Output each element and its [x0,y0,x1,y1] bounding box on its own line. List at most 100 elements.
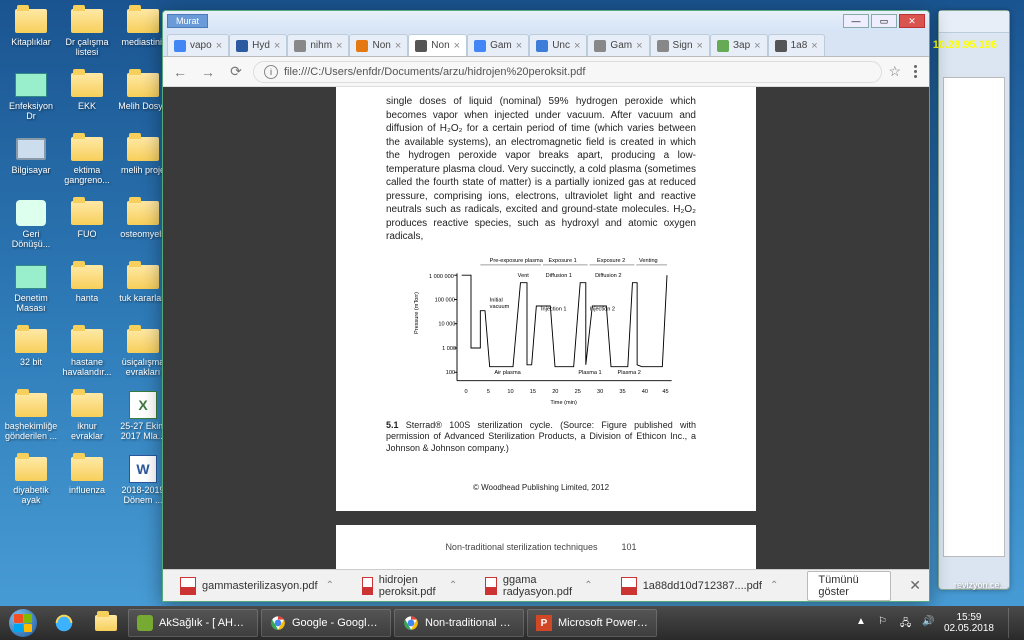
maximize-button[interactable]: ▭ [871,14,897,28]
desktop-icon[interactable]: Bilgisayar [6,134,56,194]
forward-button[interactable]: → [197,61,219,83]
desktop-icon[interactable]: 2018-2019 Dönem ... [118,454,168,514]
clock[interactable]: 15:5902.05.2018 [944,612,994,634]
menu-icon[interactable] [907,65,923,78]
tab-close-icon[interactable]: × [516,40,522,52]
desktop-icon[interactable]: iknur evraklar [62,390,112,450]
tray-flag-icon[interactable]: ⚐ [878,616,892,630]
desktop-icon[interactable]: FUO [62,198,112,258]
desktop-icon[interactable]: EKK [62,70,112,130]
desktop-icon[interactable]: Geri Dönüşü... [6,198,56,258]
tab-close-icon[interactable]: × [574,40,580,52]
pdf-page: Non-traditional sterilization techniques… [336,525,756,569]
tray-network-icon[interactable]: 🖧 [900,616,914,630]
chevron-up-icon[interactable]: ⌃ [770,580,778,591]
start-button[interactable] [4,608,42,638]
pinned-explorer[interactable] [86,609,126,637]
browser-tab[interactable]: 1a8× [768,34,825,56]
svg-text:Injection 2: Injection 2 [590,306,616,312]
taskbar-task[interactable]: PMicrosoft PowerP... [527,609,657,637]
desktop-icon[interactable]: hanta [62,262,112,322]
tab-label: Non [372,40,390,51]
desktop-icon[interactable]: revizyon.ce... [954,580,1004,590]
tab-close-icon[interactable]: × [216,40,222,52]
browser-tab[interactable]: vapo × [167,34,229,56]
tab-close-icon[interactable]: × [754,40,760,52]
profile-badge[interactable]: Murat [167,14,208,28]
desktop-icon[interactable]: tuk kararları [118,262,168,322]
svg-text:20: 20 [552,388,558,394]
desktop-icon[interactable]: Kitaplıklar [6,6,56,66]
tab-close-icon[interactable]: × [274,40,280,52]
browser-tab[interactable]: Sign× [650,34,710,56]
svg-text:Pre-exposure plasma: Pre-exposure plasma [490,258,544,264]
desktop-icon[interactable]: ektima gangreno... [62,134,112,194]
desktop-icon[interactable]: Denetim Masası [6,262,56,322]
browser-tab[interactable]: Non × [349,34,408,56]
taskbar-task[interactable]: Non-traditional st... [394,609,524,637]
tray-volume-icon[interactable]: 🔊 [922,616,936,630]
tray-chevron-icon[interactable]: ▲ [856,616,870,630]
browser-tab[interactable]: Gam× [587,34,649,56]
show-all-button[interactable]: Tümünü göster [807,571,891,601]
taskbar-task[interactable]: Google - Google ... [261,609,391,637]
minimize-button[interactable]: — [843,14,869,28]
download-name: gammasterilizasyon.pdf [202,580,318,592]
bookmark-icon[interactable]: ☆ [888,63,901,80]
tab-label: vapo [190,40,212,51]
favicon-icon [594,40,606,52]
download-item[interactable]: ggama radyasyon.pdf⌃ [476,570,601,602]
download-item[interactable]: hidrojen peroksit.pdf⌃ [353,570,466,602]
browser-tab[interactable]: nihm× [287,34,349,56]
desktop-icon[interactable]: üsiçalışma evrakları [118,326,168,386]
tab-close-icon[interactable]: × [395,40,401,52]
browser-tab[interactable]: Unc × [529,34,587,56]
show-desktop-button[interactable] [1008,608,1018,638]
close-button[interactable]: ✕ [899,14,925,28]
svg-text:1 000 000: 1 000 000 [429,274,454,280]
tab-close-icon[interactable]: × [454,40,460,52]
browser-tab[interactable]: Hyd× [229,34,287,56]
chevron-up-icon[interactable]: ⌃ [326,580,334,591]
svg-text:100 000: 100 000 [435,297,455,303]
browser-tab[interactable]: Зар × [710,34,768,56]
desktop-icon[interactable]: mediastinit [118,6,168,66]
tab-close-icon[interactable]: × [811,40,817,52]
pdf-page: single doses of liquid (nominal) 59% hyd… [336,87,756,511]
desktop-icon[interactable]: hastane havalandır... [62,326,112,386]
desktop-icon[interactable]: Dr çalışma listesi [62,6,112,66]
taskbar-task[interactable]: AkSağlık - [ AHM... [128,609,258,637]
downloads-close-icon[interactable]: ✕ [909,577,921,594]
pinned-ie[interactable] [44,609,84,637]
tab-label: Unc [552,40,570,51]
favicon-icon [657,40,669,52]
desktop-icon[interactable]: diyabetik ayak [6,454,56,514]
browser-tab[interactable]: Non× [408,34,467,56]
svg-text:35: 35 [619,388,625,394]
favicon-icon [415,40,427,52]
tab-label: Зар [733,40,750,51]
chevron-up-icon[interactable]: ⌃ [449,580,457,591]
download-item[interactable]: 1a88dd10d712387....pdf ⌃ [612,570,788,602]
desktop-icon[interactable]: başhekimliğe gönderilen ... [6,390,56,450]
figure-5-1: Pre-exposure plasma Exposure 1 Exposure … [401,254,681,414]
tab-close-icon[interactable]: × [697,40,703,52]
download-item[interactable]: gammasterilizasyon.pdf ⌃ [171,570,343,602]
browser-tab[interactable]: Gam× [467,34,529,56]
pdf-viewer[interactable]: single doses of liquid (nominal) 59% hyd… [163,87,929,569]
desktop-icon[interactable]: Enfeksiyon Dr [6,70,56,130]
desktop-icon[interactable]: 32 bit [6,326,56,386]
tab-close-icon[interactable]: × [636,40,642,52]
download-name: 1a88dd10d712387....pdf [643,580,762,592]
reload-button[interactable]: ⟳ [225,61,247,83]
desktop-icon[interactable]: influenza [62,454,112,514]
chevron-up-icon[interactable]: ⌃ [584,580,592,591]
back-button[interactable]: ← [169,61,191,83]
site-info-icon[interactable]: i [264,65,278,79]
desktop-icon[interactable]: 25-27 Ekim 2017 Mla... [118,390,168,450]
desktop-icon[interactable]: osteomyelit [118,198,168,258]
desktop-icon[interactable]: Melih Dosya [118,70,168,130]
tab-close-icon[interactable]: × [336,40,342,52]
desktop-icon[interactable]: melih proje [118,134,168,194]
address-bar[interactable]: i file:///C:/Users/enfdr/Documents/arzu/… [253,61,882,83]
